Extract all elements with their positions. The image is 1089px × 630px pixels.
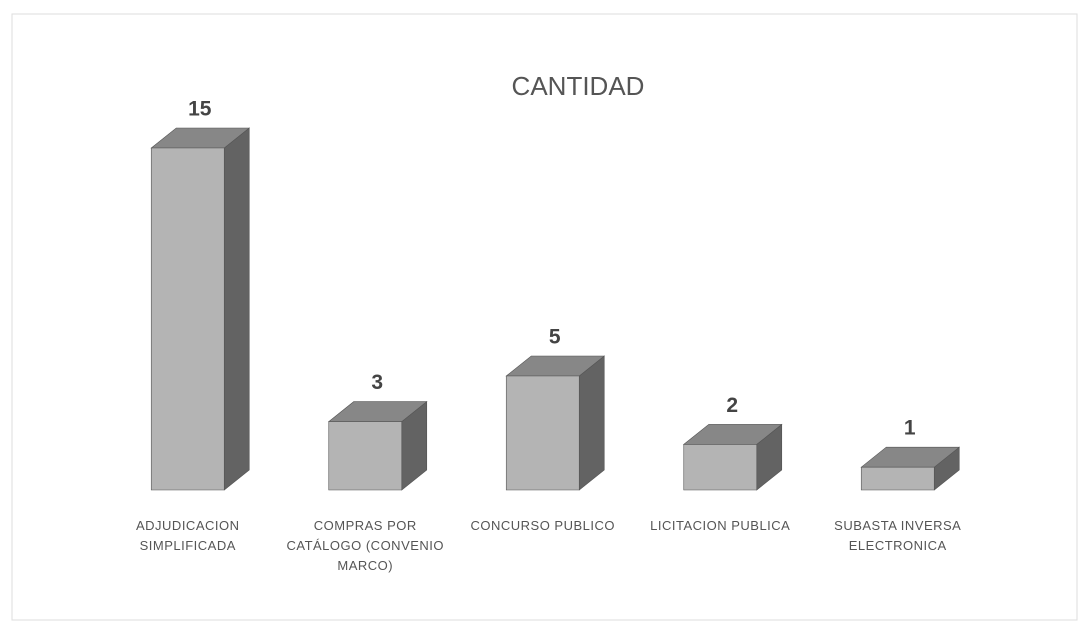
bar-front <box>328 421 403 491</box>
data-label: 5 <box>549 326 561 349</box>
data-label: 15 <box>188 98 212 121</box>
x-tick-label: COMPRAS POR CATÁLOGO (CONVENIO MARCO) <box>286 518 445 573</box>
data-label: 2 <box>726 394 738 417</box>
bar <box>505 355 606 491</box>
data-label: 1 <box>904 417 916 440</box>
bar <box>150 127 251 491</box>
x-tick-label: CONCURSO PUBLICO <box>470 518 616 533</box>
data-label: 3 <box>371 371 383 394</box>
bar <box>327 400 428 491</box>
bar-side <box>223 127 250 491</box>
chart-title: CANTIDAD <box>512 71 645 101</box>
bar-front <box>683 444 758 491</box>
bar <box>860 446 961 491</box>
x-tick-label: SUBASTA INVERSA ELECTRONICA <box>834 518 962 553</box>
bar-front <box>150 147 225 491</box>
bar <box>682 423 783 491</box>
bar-side <box>578 355 605 491</box>
bar-front <box>505 375 580 491</box>
bar-front <box>860 466 935 491</box>
x-tick-label: ADJUDICACION SIMPLIFICADA <box>135 518 240 553</box>
x-tick-label: LICITACION PUBLICA <box>650 518 791 533</box>
